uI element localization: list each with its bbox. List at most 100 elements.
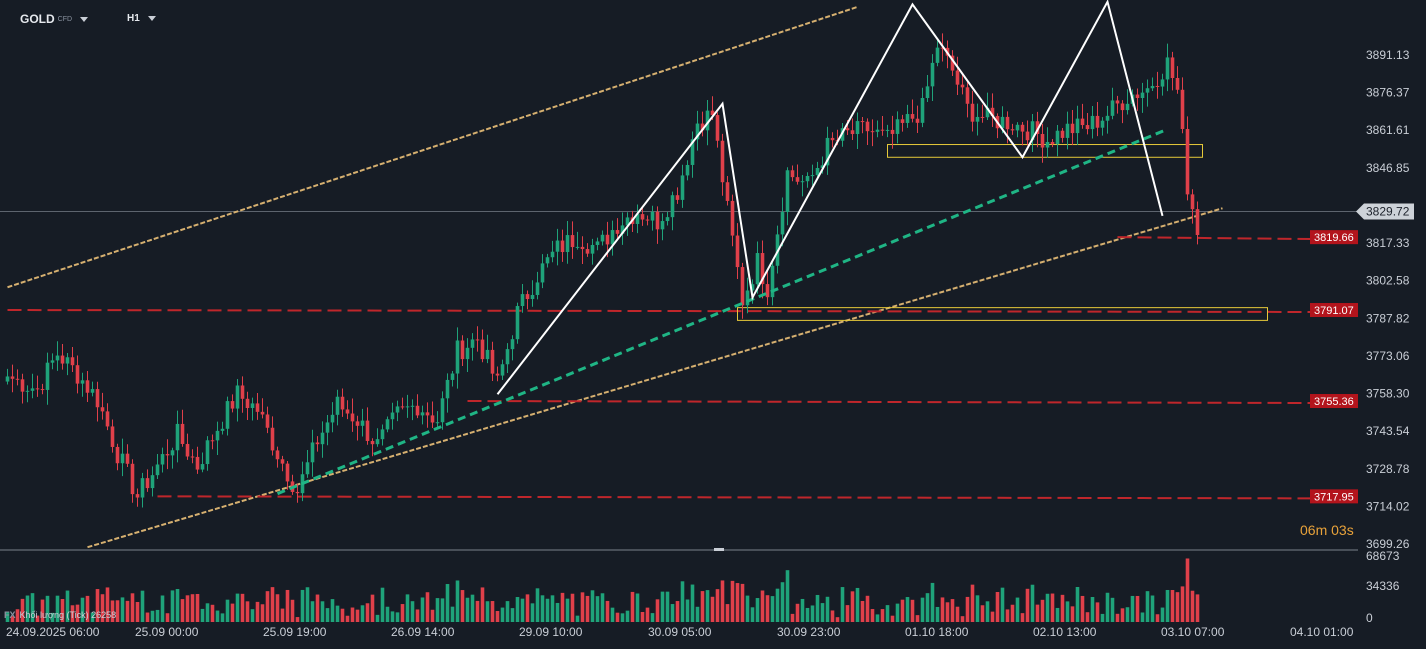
volume-bar: [955, 606, 960, 622]
candle-body: [615, 230, 620, 234]
candle: [920, 87, 925, 128]
candle-body: [595, 241, 600, 245]
candle: [880, 116, 885, 136]
candle: [230, 394, 235, 413]
candle-body: [925, 86, 930, 99]
candle-body: [1060, 130, 1065, 138]
level-tag: [1310, 303, 1358, 318]
candle-body: [505, 349, 510, 365]
candle: [105, 403, 110, 431]
candle: [270, 416, 275, 456]
pattern-path[interactable]: [496, 0, 1164, 395]
candle: [365, 407, 370, 445]
candle-body: [1160, 79, 1165, 87]
candle: [700, 111, 705, 137]
candle-body: [550, 251, 555, 258]
candle: [590, 238, 595, 265]
candle: [370, 438, 375, 457]
candle-body: [435, 422, 440, 424]
candle-body: [1135, 94, 1140, 99]
volume-indicator-label[interactable]: FX Khối lượng (Tick) 26258: [4, 610, 116, 620]
candle-body: [490, 349, 495, 374]
candle: [900, 114, 905, 132]
zone-rectangle[interactable]: [887, 144, 1203, 158]
candle: [1185, 116, 1190, 201]
candle-body: [385, 419, 390, 430]
trendline-dashed[interactable]: [276, 127, 1169, 496]
volume-bar: [300, 589, 305, 622]
candle-body: [205, 440, 210, 465]
channel-lower-line[interactable]: [87, 207, 1223, 549]
candle-body: [545, 257, 550, 264]
pane-resize-handle[interactable]: [714, 548, 724, 551]
candle: [980, 104, 985, 123]
price-tick-label: 3817.33: [1366, 236, 1410, 250]
price-tick-label: 3728.78: [1366, 462, 1410, 476]
volume-bar: [225, 599, 230, 622]
channel-upper-line[interactable]: [7, 5, 858, 289]
candle-body: [260, 411, 265, 415]
candle: [360, 408, 365, 437]
candle-body: [430, 415, 435, 423]
candle-body: [820, 165, 825, 168]
current-price-value: 3829.72: [1366, 205, 1410, 219]
candle-body: [90, 389, 95, 393]
volume-bar: [595, 596, 600, 622]
candle-body: [975, 116, 980, 122]
level-tag-label: 3819.66: [1314, 232, 1354, 244]
candle-body: [100, 407, 105, 412]
candle-body: [40, 389, 45, 391]
candle: [1105, 105, 1110, 134]
candle-body: [1075, 118, 1080, 134]
candle-body: [600, 234, 605, 242]
candle: [695, 110, 700, 151]
candle-body: [665, 217, 670, 222]
candle: [1170, 51, 1175, 91]
candle: [1060, 127, 1065, 143]
volume-bar: [430, 609, 435, 622]
support-level-line[interactable]: [157, 495, 1323, 500]
candle-body: [470, 339, 475, 348]
support-level-line[interactable]: [7, 309, 1323, 314]
candle-body: [1125, 103, 1130, 111]
symbol-selector[interactable]: GOLD CFD: [20, 12, 89, 26]
support-level-line[interactable]: [1117, 236, 1323, 241]
candle-body: [455, 340, 460, 374]
volume-bar: [1175, 592, 1180, 622]
volume-bar: [285, 589, 290, 622]
volume-bar: [105, 587, 110, 622]
volume-bar: [370, 594, 375, 622]
candle-body: [605, 234, 610, 245]
volume-bar: [110, 600, 115, 622]
support-level-line[interactable]: [467, 400, 1323, 405]
candle-body: [715, 115, 720, 141]
timeframe-selector[interactable]: H1: [127, 13, 156, 24]
candle: [1020, 121, 1025, 146]
volume-bar: [435, 598, 440, 622]
candle: [755, 241, 760, 294]
volume-bar: [805, 607, 810, 622]
candle: [770, 259, 775, 306]
candle-body: [520, 294, 525, 307]
candle: [790, 165, 795, 182]
candle-body: [75, 365, 80, 384]
candle-body: [980, 116, 985, 118]
candle: [225, 396, 230, 436]
candle-body: [1110, 100, 1115, 116]
candle: [520, 284, 525, 313]
volume-bar: [685, 599, 690, 622]
volume-bar: [80, 597, 85, 622]
candle: [260, 398, 265, 419]
candle-body: [1065, 123, 1070, 138]
candle-body: [560, 240, 565, 253]
zone-rectangle[interactable]: [737, 307, 1268, 321]
volume-bar: [710, 596, 715, 622]
candle-body: [765, 284, 770, 298]
candle-body: [730, 200, 735, 236]
candle: [655, 206, 660, 244]
candle-body: [670, 195, 675, 218]
volume-bar: [825, 596, 830, 622]
candle-body: [815, 167, 820, 176]
candle: [675, 187, 680, 204]
